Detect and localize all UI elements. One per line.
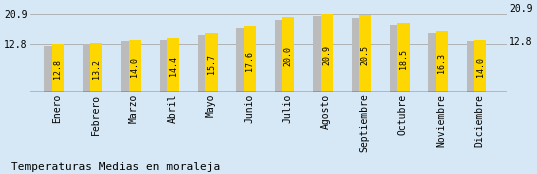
Bar	[121, 41, 134, 92]
Text: 18.5: 18.5	[399, 49, 408, 69]
Text: 15.7: 15.7	[207, 54, 216, 74]
Text: 14.0: 14.0	[476, 57, 485, 77]
Bar	[321, 14, 333, 92]
Bar	[45, 46, 57, 92]
Text: 20.5: 20.5	[361, 45, 369, 65]
Text: 20.9: 20.9	[322, 45, 331, 65]
Bar	[167, 38, 179, 92]
Bar	[313, 16, 325, 92]
Bar	[90, 43, 103, 92]
Bar	[198, 35, 211, 92]
Text: 12.8: 12.8	[54, 59, 62, 79]
Bar	[429, 33, 441, 92]
Bar	[467, 41, 479, 92]
Bar	[205, 33, 217, 92]
Text: Temperaturas Medias en moraleja: Temperaturas Medias en moraleja	[11, 162, 220, 172]
Bar	[236, 28, 249, 92]
Bar	[359, 15, 371, 92]
Bar	[275, 19, 287, 92]
Bar	[352, 18, 364, 92]
Bar	[159, 40, 172, 92]
Text: 13.2: 13.2	[92, 58, 101, 78]
Bar	[474, 40, 487, 92]
Bar	[128, 40, 141, 92]
Bar	[282, 17, 294, 92]
Bar	[83, 44, 95, 92]
Text: 14.0: 14.0	[130, 57, 139, 77]
Text: 20.0: 20.0	[284, 46, 293, 66]
Bar	[244, 26, 256, 92]
Bar	[397, 23, 410, 92]
Text: 14.4: 14.4	[169, 56, 178, 76]
Bar	[436, 31, 448, 92]
Text: 16.3: 16.3	[438, 53, 446, 73]
Bar	[390, 25, 402, 92]
Text: 17.6: 17.6	[245, 51, 255, 71]
Bar	[52, 44, 64, 92]
